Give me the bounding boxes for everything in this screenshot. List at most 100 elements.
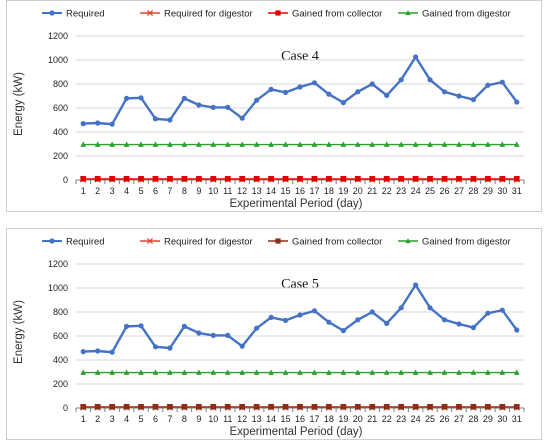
- data-point: [513, 141, 520, 147]
- data-point: [383, 369, 390, 375]
- data-point: [441, 176, 448, 182]
- x-tick-label: 20: [353, 186, 363, 196]
- data-point: [167, 345, 173, 351]
- data-point: [485, 310, 491, 316]
- data-point: [485, 404, 491, 410]
- chart-panel-case-5: Experimental Period (day) Energy (kW) Ca…: [0, 228, 550, 443]
- data-point: [456, 404, 462, 410]
- data-point: [340, 176, 347, 182]
- data-point: [326, 176, 332, 182]
- data-point: [253, 404, 260, 410]
- data-point: [311, 80, 318, 86]
- data-point: [210, 104, 216, 110]
- data-point: [224, 404, 231, 410]
- x-tick-label: 15: [281, 186, 291, 196]
- data-point: [181, 369, 188, 375]
- x-tick-label: 7: [167, 186, 172, 196]
- legend-label: Required: [66, 9, 105, 20]
- x-tick-label: 21: [367, 186, 377, 196]
- data-point: [311, 369, 318, 375]
- x-tick-label: 6: [153, 186, 158, 196]
- data-point: [412, 176, 419, 182]
- data-point: [456, 93, 462, 99]
- legend-label: Gained from digestor: [422, 9, 511, 20]
- chart-frame: [6, 0, 542, 212]
- legend-label: Required: [66, 237, 105, 248]
- x-tick-label: 5: [139, 414, 144, 424]
- data-point: [239, 343, 245, 349]
- legend-marker: [275, 10, 281, 16]
- chart-svg-case-4: Experimental Period (day) Energy (kW) Ca…: [13, 9, 525, 210]
- data-point: [94, 176, 101, 182]
- x-tick-label: 7: [167, 414, 172, 424]
- x-tick-label: 24: [411, 414, 421, 424]
- data-point: [167, 141, 173, 147]
- data-point: [326, 369, 332, 375]
- data-point: [123, 176, 130, 182]
- data-point: [94, 141, 101, 147]
- data-point: [311, 176, 318, 182]
- y-tick-label: 600: [53, 331, 68, 341]
- data-point: [123, 404, 130, 410]
- x-tick-label: 19: [338, 186, 348, 196]
- data-point: [109, 141, 115, 147]
- x-tick-label: 18: [324, 414, 334, 424]
- data-point: [326, 319, 332, 325]
- data-point: [326, 141, 332, 147]
- data-point: [224, 369, 231, 375]
- x-tick-label: 18: [324, 186, 334, 196]
- data-point: [456, 176, 462, 182]
- data-point: [181, 95, 187, 101]
- data-point: [239, 115, 245, 121]
- x-tick-label: 27: [454, 414, 464, 424]
- data-point: [513, 176, 520, 182]
- data-point: [441, 89, 448, 95]
- data-point: [369, 81, 375, 87]
- data-point: [210, 141, 217, 147]
- data-point: [138, 141, 144, 147]
- data-point: [239, 369, 245, 375]
- x-tick-label: 23: [396, 186, 406, 196]
- y-tick-label: 200: [53, 151, 68, 161]
- x-tick-label: 9: [196, 186, 201, 196]
- x-tick-label: 4: [124, 186, 129, 196]
- data-point: [181, 323, 187, 329]
- data-point: [268, 369, 274, 375]
- data-point: [340, 328, 346, 334]
- legend-item-required-for-digestor: Required for digestor: [140, 237, 253, 248]
- data-point: [138, 95, 144, 101]
- data-point: [412, 369, 419, 375]
- data-point: [95, 348, 101, 354]
- data-point: [253, 176, 260, 182]
- data-point: [253, 369, 260, 375]
- data-point: [398, 77, 404, 83]
- legend-marker: [146, 9, 154, 17]
- data-point: [95, 120, 101, 126]
- legend-marker: [49, 10, 55, 16]
- data-point: [94, 404, 101, 410]
- data-point: [355, 176, 361, 182]
- x-tick-label: 22: [382, 414, 392, 424]
- x-tick-label: 10: [208, 186, 218, 196]
- data-point: [138, 404, 144, 410]
- series-line: [83, 54, 518, 126]
- data-point: [369, 176, 376, 182]
- x-tick-label: 13: [252, 414, 262, 424]
- legend-marker: [275, 238, 281, 244]
- data-point: [427, 141, 433, 147]
- data-point: [109, 121, 115, 127]
- x-tick-label: 29: [483, 414, 493, 424]
- y-tick-label: 1200: [48, 259, 68, 269]
- data-point: [355, 404, 361, 410]
- data-point: [311, 308, 318, 314]
- data-point: [167, 117, 173, 123]
- data-point: [470, 97, 477, 103]
- series-gained-from-collector: [80, 176, 520, 182]
- y-tick-label: 0: [63, 403, 68, 413]
- y-axis-title: Energy (kW): [13, 300, 25, 364]
- data-point: [80, 176, 87, 182]
- data-point: [224, 176, 231, 182]
- legend-label: Gained from digestor: [422, 237, 511, 248]
- legend-label: Gained from collector: [292, 9, 382, 20]
- x-tick-label: 25: [425, 186, 435, 196]
